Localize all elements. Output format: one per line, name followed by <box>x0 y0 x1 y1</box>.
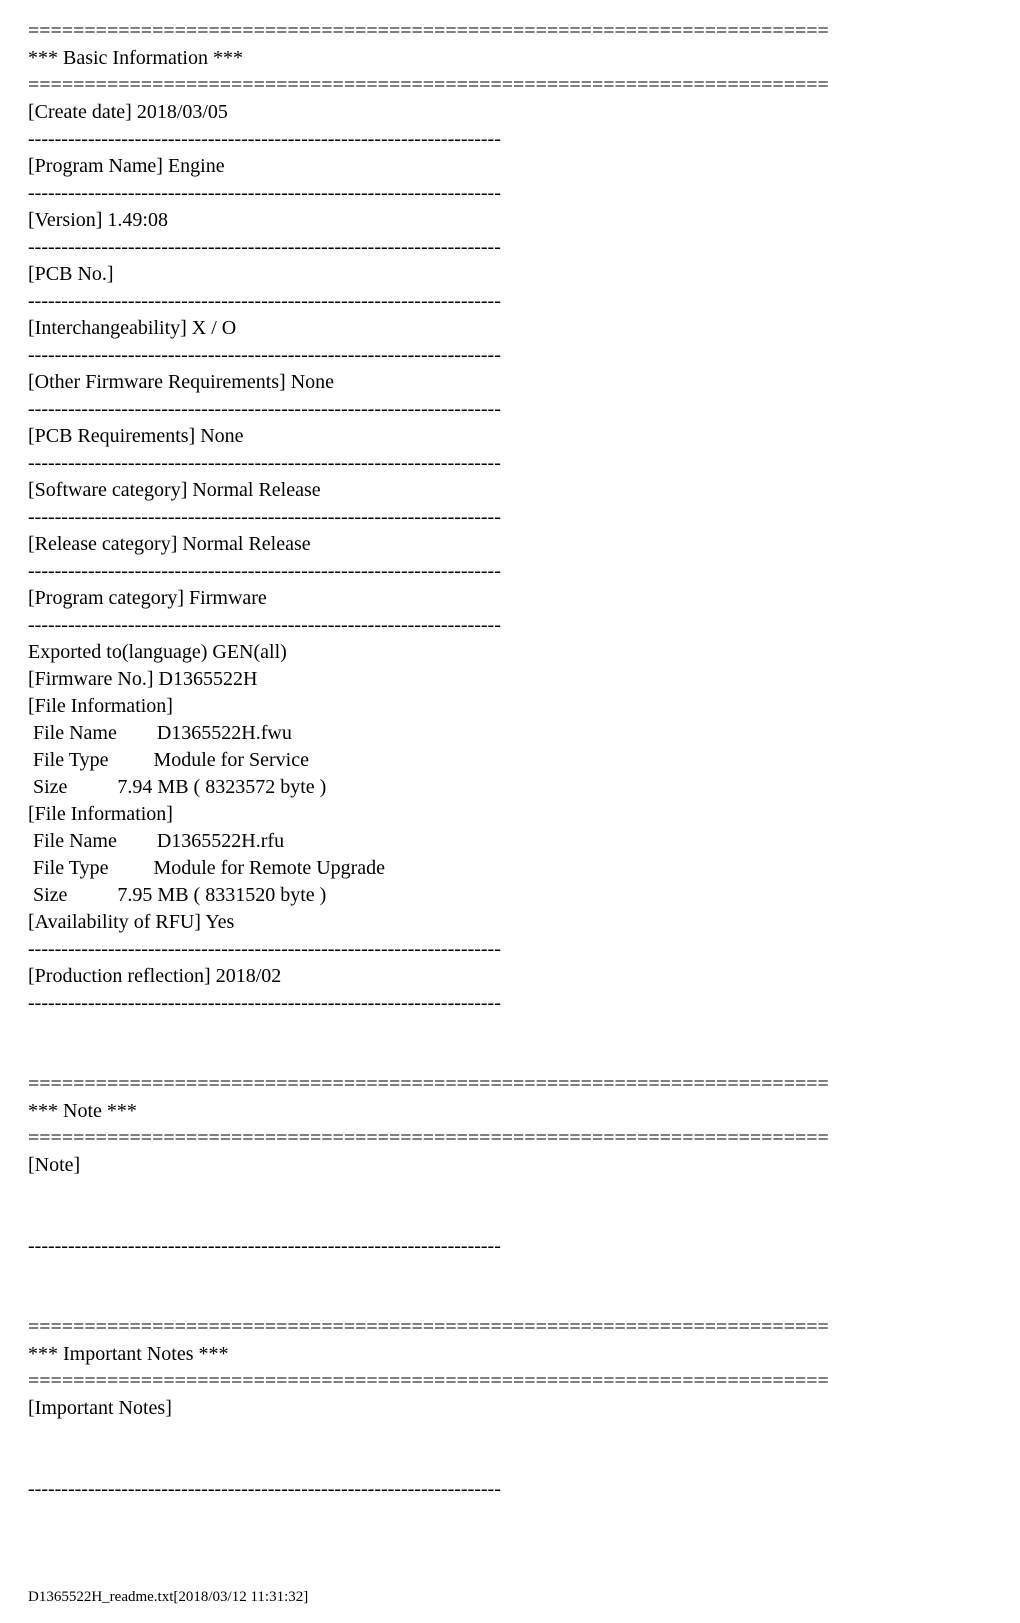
file-information-1: [File Information] <box>28 695 173 717</box>
hr-dash: ----------------------------------------… <box>28 128 501 150</box>
hr-dash: ----------------------------------------… <box>28 1478 501 1500</box>
program-name: [Program Name] Engine <box>28 155 225 177</box>
hr-dash: ----------------------------------------… <box>28 992 501 1014</box>
version: [Version] 1.49:08 <box>28 209 168 231</box>
hr-dash: ----------------------------------------… <box>28 560 501 582</box>
file-information-2: [File Information] <box>28 803 173 825</box>
hr-dash: ----------------------------------------… <box>28 614 501 636</box>
interchangeability: [Interchangeability] X / O <box>28 317 236 339</box>
size-2: Size 7.95 MB ( 8331520 byte ) <box>28 884 326 906</box>
hr-double: ========================================… <box>28 1316 829 1338</box>
program-category: [Program category] Firmware <box>28 587 267 609</box>
hr-dash: ----------------------------------------… <box>28 452 501 474</box>
section-note-header: *** Note *** <box>28 1100 137 1122</box>
availability-rfu: [Availability of RFU] Yes <box>28 911 234 933</box>
section-important-header: *** Important Notes *** <box>28 1343 229 1365</box>
file-name-2: File Name D1365522H.rfu <box>28 830 284 852</box>
pcb-no: [PCB No.] <box>28 263 114 285</box>
file-type-1: File Type Module for Service <box>28 749 309 771</box>
important-notes-label: [Important Notes] <box>28 1397 172 1419</box>
readme-document: ========================================… <box>28 18 992 1503</box>
size-1: Size 7.94 MB ( 8323572 byte ) <box>28 776 326 798</box>
footer-timestamp: D1365522H_readme.txt[2018/03/12 11:31:32… <box>28 1587 992 1607</box>
hr-double: ========================================… <box>28 20 829 42</box>
hr-double: ========================================… <box>28 1127 829 1149</box>
hr-dash: ----------------------------------------… <box>28 344 501 366</box>
release-category: [Release category] Normal Release <box>28 533 311 555</box>
exported-to: Exported to(language) GEN(all) <box>28 641 287 663</box>
other-fw-req: [Other Firmware Requirements] None <box>28 371 334 393</box>
firmware-no: [Firmware No.] D1365522H <box>28 668 257 690</box>
hr-dash: ----------------------------------------… <box>28 236 501 258</box>
section-basic-header: *** Basic Information *** <box>28 47 243 69</box>
hr-dash: ----------------------------------------… <box>28 1235 501 1257</box>
production-reflection: [Production reflection] 2018/02 <box>28 965 281 987</box>
pcb-req: [PCB Requirements] None <box>28 425 244 447</box>
hr-double: ========================================… <box>28 74 829 96</box>
create-date: [Create date] 2018/03/05 <box>28 101 228 123</box>
hr-dash: ----------------------------------------… <box>28 506 501 528</box>
file-type-2: File Type Module for Remote Upgrade <box>28 857 385 879</box>
hr-dash: ----------------------------------------… <box>28 182 501 204</box>
hr-dash: ----------------------------------------… <box>28 938 501 960</box>
note-label: [Note] <box>28 1154 80 1176</box>
hr-double: ========================================… <box>28 1370 829 1392</box>
hr-double: ========================================… <box>28 1073 829 1095</box>
software-category: [Software category] Normal Release <box>28 479 321 501</box>
file-name-1: File Name D1365522H.fwu <box>28 722 292 744</box>
hr-dash: ----------------------------------------… <box>28 290 501 312</box>
hr-dash: ----------------------------------------… <box>28 398 501 420</box>
